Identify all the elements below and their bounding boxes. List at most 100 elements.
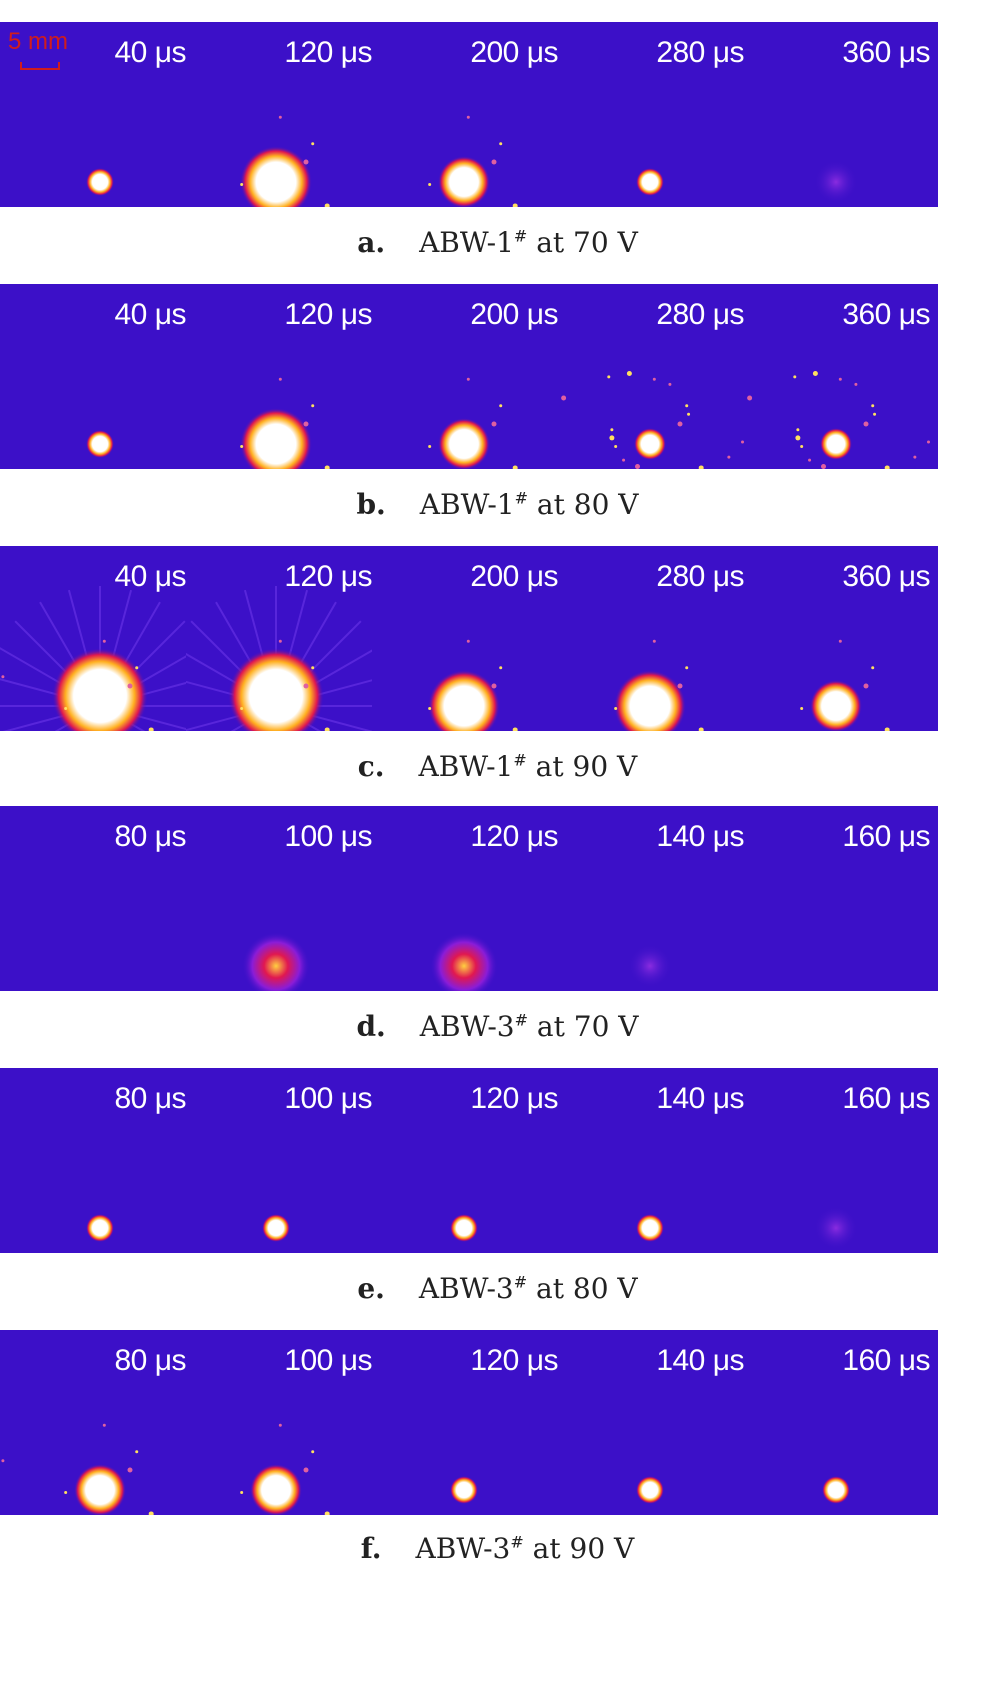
spark [278,115,282,119]
plasma-image [186,586,380,731]
frame-time-label: 100 μs [284,1082,372,1115]
caption-mark: # [513,1272,528,1292]
plasma-blob [262,1214,290,1242]
spark [607,375,611,379]
plasma-image [747,371,931,469]
frame: 360 μs [744,284,938,469]
plasma-image [636,168,664,196]
spark [512,203,518,207]
caption-condition: at 90 V [523,1532,635,1565]
frame-time-label: 120 μs [284,298,372,331]
spark [871,666,875,670]
plasma-blob [86,168,114,196]
plasma-image [240,1423,330,1515]
plasma-image [86,168,114,196]
spark [240,444,244,448]
frame-time-label: 120 μs [470,1344,558,1377]
plasma-image [428,377,518,469]
plasma-blob [250,1464,302,1515]
frame: 160 μs [744,1330,938,1515]
spark [796,428,800,432]
spark [428,444,432,448]
frame-time-label: 120 μs [284,36,372,69]
spark [652,639,656,643]
spark [863,421,869,427]
plasma-blob [814,1206,858,1250]
frame-time-label: 280 μs [656,560,744,593]
caption-sample: ABW-3 [419,1010,515,1043]
spark [428,706,432,710]
plasma-blob [242,932,310,991]
spark [466,639,470,643]
spark [727,455,731,459]
spark [127,1467,133,1473]
spark [148,727,154,731]
plasma-image [814,1206,858,1250]
caption-letter: a. [357,226,386,259]
frame-time-label: 360 μs [842,36,930,69]
plasma-blob [430,932,498,991]
spark [698,465,704,469]
frame-time-label: 100 μs [284,820,372,853]
spark [240,182,244,186]
row-caption: f. ABW-3# at 90 V [0,1532,995,1572]
frame-time-label: 360 μs [842,560,930,593]
plasma-blob [636,168,664,196]
frame-time-label: 200 μs [470,298,558,331]
plasma-blob [450,1476,478,1504]
image-row: 80 μs 100 μs 120 μs 140 μs 160 μs [0,806,995,991]
spark [324,203,330,207]
plasma-blob [614,670,686,731]
caption-sample: ABW-1 [419,488,515,521]
frame: 360 μs [744,22,938,207]
plasma-blob [628,944,672,988]
plasma-blob [450,1214,478,1242]
spark [808,458,812,462]
plasma-blob [438,418,490,469]
frame: 200 μs [372,284,566,469]
frame: 200 μs [372,546,566,731]
frame: 100 μs [186,1330,380,1515]
spark [311,404,315,408]
caption-mark: # [513,226,528,246]
plasma-blob [240,146,312,207]
spark [677,421,683,427]
spark [614,444,618,448]
spark [687,412,691,416]
frame-time-label: 140 μs [656,1344,744,1377]
spark [102,639,106,643]
frame-time-label: 360 μs [842,298,930,331]
frame-time-label: 160 μs [842,1082,930,1115]
spark [135,666,139,670]
frame-time-label: 280 μs [656,298,744,331]
frame-time-label: 200 μs [470,560,558,593]
plasma-image [822,1476,850,1504]
spark [324,1511,330,1515]
frame: 140 μs [558,1330,752,1515]
plasma-image [450,1214,478,1242]
frame-time-label: 140 μs [656,1082,744,1115]
plasma-image [240,115,330,207]
frame: 120 μs [186,546,380,731]
frame: 80 μs [0,1068,194,1253]
frame: 120 μs [186,22,380,207]
caption-mark: # [510,1532,524,1552]
spark [610,428,614,432]
row-caption: c. ABW-1# at 90 V [0,750,995,790]
spark [1,675,5,679]
spark [747,395,753,401]
spark [135,1450,139,1454]
frame: 120 μs [186,284,380,469]
image-row: 80 μs 100 μs 120 μs 140 μs 160 μs [0,1330,995,1515]
spark [863,683,869,689]
image-row: 80 μs 100 μs 120 μs 140 μs 160 μs [0,1068,995,1253]
spark [812,371,818,377]
spark [800,444,804,448]
plasma-blob [636,1476,664,1504]
plasma-blob [86,1214,114,1242]
plasma-blob [428,670,500,731]
plasma-image [800,639,890,731]
plasma-blob [86,430,114,458]
plasma-image [450,1476,478,1504]
